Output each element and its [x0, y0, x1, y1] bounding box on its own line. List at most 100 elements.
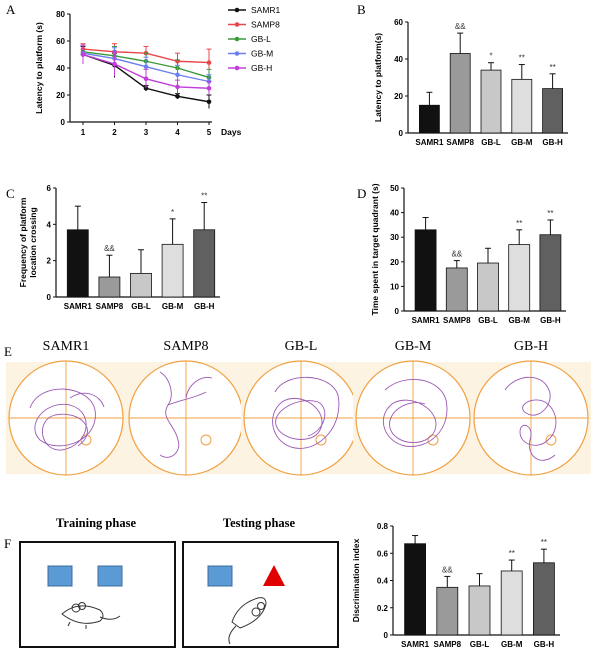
category-label: SAMR1 — [412, 316, 441, 325]
legend-marker — [234, 22, 240, 27]
legend-marker — [234, 7, 240, 13]
panel-a-line-chart: 0 20 40 60 80 1 2 3 4 5 Days Latency to platform (s… — [34, 10, 242, 137]
data-point — [175, 72, 180, 78]
significance-mark: * — [171, 208, 174, 217]
panel-label-e: E — [4, 344, 12, 359]
category-label: SAMP8 — [434, 640, 462, 649]
panel-label-c: C — [6, 186, 15, 201]
panel-f-bar-chart: 0 0.2 0.4 0.6 0.8 Discrimination index SAMR1 &&… — [351, 522, 560, 649]
platform-marker — [200, 434, 212, 446]
swim-track — [382, 378, 448, 447]
data-point — [206, 99, 212, 105]
y-tick-label: 0 — [61, 118, 66, 127]
category-label: GB-L — [481, 138, 501, 147]
legend-label-samp8: SAMP8 — [251, 20, 280, 30]
bar-samr1 — [66, 229, 89, 298]
significance-mark: && — [104, 244, 115, 253]
y-axis-label: Frequency of platform — [18, 197, 28, 287]
platform-marker — [427, 434, 439, 446]
x-tick-label: 5 — [207, 128, 212, 137]
category-label: GB-H — [540, 316, 561, 325]
legend-marker — [234, 51, 240, 56]
bar-samp8 — [449, 53, 471, 134]
data-point — [112, 61, 117, 67]
y-axis-label: Time spent in target quadrant (s) — [370, 183, 380, 315]
legend-label-gb-m: GB-M — [251, 49, 273, 59]
y-tick-label: 0 — [384, 631, 389, 640]
y-tick-label: 40 — [56, 64, 65, 73]
bar-gb-l — [468, 585, 491, 636]
significance-mark: ** — [547, 209, 553, 218]
category-label: GB-H — [542, 138, 563, 147]
platform-marker — [315, 434, 327, 446]
bar-samp8 — [436, 586, 459, 636]
category-label: GB-L — [478, 316, 498, 325]
y-tick-label: 0.6 — [377, 549, 389, 558]
category-label: SAMP8 — [446, 138, 474, 147]
bar-samr1 — [414, 229, 437, 312]
swim-track — [272, 376, 340, 449]
legend-label-gb-h: GB-H — [251, 63, 272, 73]
significance-mark: ** — [516, 219, 522, 228]
bar-gb-h — [542, 88, 563, 134]
bar-samp8 — [445, 267, 468, 312]
bar-gb-m — [511, 78, 533, 134]
legend-marker — [234, 65, 240, 71]
bar-gb-h — [539, 234, 562, 312]
significance-mark: ** — [541, 538, 547, 547]
y-tick-label: 20 — [390, 258, 399, 267]
x-tick-label: 2 — [112, 128, 117, 137]
maze-label-samr1: SAMR1 — [43, 339, 90, 354]
significance-mark: && — [442, 565, 453, 574]
category-label: GB-M — [501, 640, 523, 649]
mouse-icon-testing — [228, 597, 267, 645]
bar-samp8 — [98, 276, 121, 298]
panel-label-a: A — [6, 2, 16, 17]
category-label: GB-M — [511, 138, 533, 147]
swim-track — [504, 376, 557, 461]
y-tick-label: 0 — [399, 129, 404, 138]
panel-e-maze-tracks: SAMR1 SAMP8 GB-L GB-M GB-H — [6, 339, 591, 476]
category-label: SAMR1 — [415, 138, 444, 147]
bar-samr1 — [404, 543, 427, 636]
y-tick-label: 30 — [390, 233, 399, 242]
panel-d-bar-chart: 0 10 20 30 40 50 Time spent in target quadrant… — [370, 183, 566, 325]
data-point — [175, 94, 180, 99]
bar-gb-h — [533, 562, 555, 636]
maze-label-samp8: SAMP8 — [163, 339, 208, 354]
y-tick-label: 50 — [390, 184, 399, 193]
data-point — [143, 76, 149, 82]
y-axis-label: location crossing — [28, 207, 38, 277]
category-label: SAMR1 — [401, 640, 430, 649]
y-axis-label: Discrimination index — [351, 538, 361, 622]
bar-gb-m — [508, 244, 531, 312]
bar-gb-l — [130, 272, 152, 298]
legend-marker — [234, 36, 240, 42]
category-label: GB-M — [509, 316, 531, 325]
panel-label-b: B — [357, 2, 366, 17]
category-label: SAMR1 — [64, 302, 93, 311]
y-tick-label: 20 — [394, 92, 403, 101]
mouse-icon — [61, 602, 121, 629]
category-label: GB-M — [162, 302, 184, 311]
y-tick-label: 0.8 — [377, 522, 389, 531]
platform-marker — [545, 434, 557, 446]
significance-mark: && — [455, 22, 466, 31]
x-tick-label: 3 — [144, 128, 149, 137]
y-axis-label: Latency to platform(s) — [373, 33, 383, 122]
significance-mark: * — [489, 52, 492, 61]
category-label: GB-H — [194, 302, 215, 311]
x-tick-label: 1 — [81, 128, 86, 137]
data-point — [175, 84, 180, 90]
data-point — [80, 52, 86, 57]
y-tick-label: 80 — [56, 10, 65, 19]
data-point — [143, 64, 149, 69]
bar-gb-m — [500, 570, 523, 636]
bar-gb-h — [193, 229, 216, 298]
category-label: SAMP8 — [443, 316, 471, 325]
data-point — [206, 85, 212, 91]
x-axis-label: Days — [221, 127, 242, 137]
y-tick-label: 0 — [47, 293, 52, 302]
y-tick-label: 10 — [390, 282, 399, 291]
